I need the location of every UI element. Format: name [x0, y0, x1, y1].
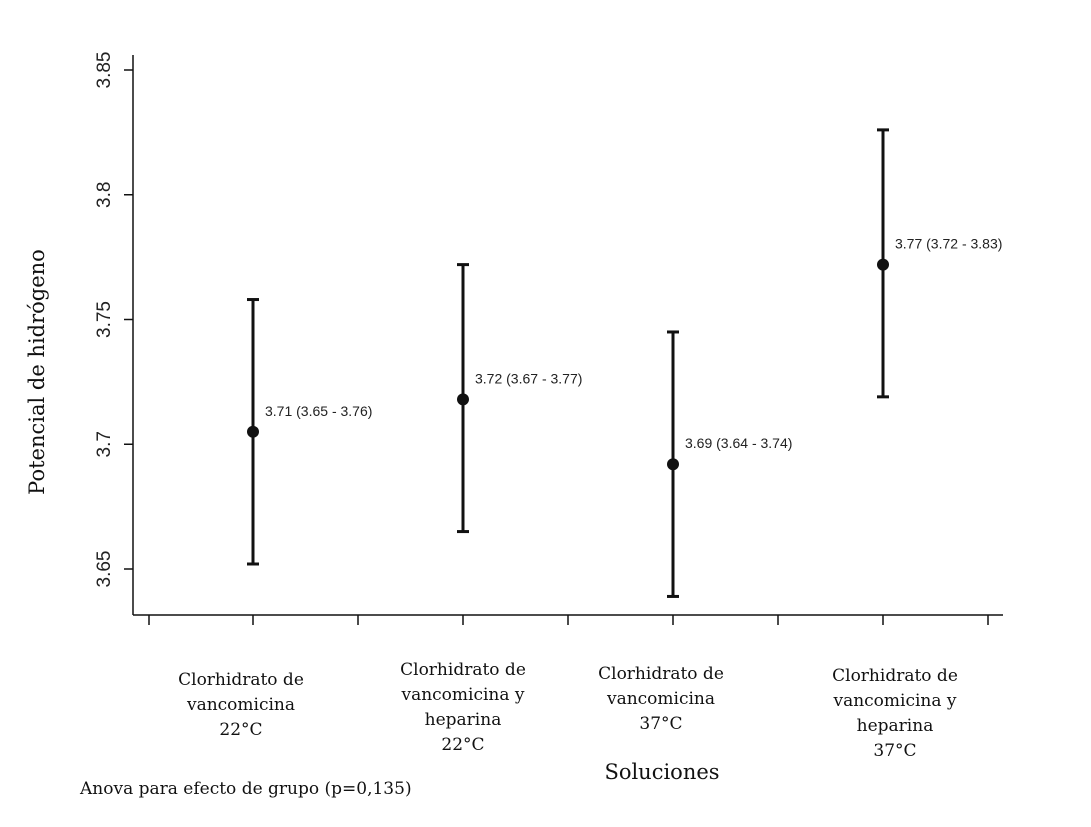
x-ticks: [148, 615, 989, 625]
x-axis-title: Soluciones: [604, 760, 719, 784]
category-label: Clorhidrato de vancomicina y heparina 37°C: [832, 666, 958, 761]
data-label: 3.72 (3.67 - 3.77): [475, 370, 582, 386]
y-tick-label: 3.7: [94, 431, 115, 457]
y-tick-label: 3.8: [94, 182, 115, 208]
error-bar-group: 3.71 (3.65 - 3.76): [247, 298, 372, 566]
y-axis-title: Potencial de hidrógeno: [25, 249, 49, 495]
data-marks: 3.71 (3.65 - 3.76) 3.72 (3.67 - 3.77) 3.69…: [247, 128, 1002, 598]
error-bar-group: 3.72 (3.67 - 3.77): [457, 263, 582, 534]
category-label: Clorhidrato de vancomicina 37°C: [598, 664, 724, 734]
data-label: 3.71 (3.65 - 3.76): [265, 403, 372, 419]
error-bar-group: 3.69 (3.64 - 3.74): [667, 330, 792, 598]
data-point: [877, 258, 889, 271]
data-label: 3.77 (3.72 - 3.83): [895, 236, 1002, 252]
data-point: [457, 393, 469, 406]
data-point: [667, 458, 679, 471]
data-point: [247, 425, 259, 438]
y-ticks: 3.65 3.7 3.75 3.8 3.85: [94, 52, 133, 588]
y-tick-label: 3.75: [94, 301, 115, 338]
y-tick-label: 3.65: [94, 551, 115, 588]
data-label: 3.69 (3.64 - 3.74): [685, 435, 792, 451]
category-labels: Clorhidrato de vancomicina 22°C Clorhidrato…: [178, 660, 958, 761]
category-label: Clorhidrato de vancomicina 22°C: [178, 670, 304, 740]
axes: [132, 55, 1003, 616]
error-bar-group: 3.77 (3.72 - 3.83): [877, 128, 1002, 399]
y-tick-label: 3.85: [94, 52, 115, 89]
footnote: Anova para efecto de grupo (p=0,135): [79, 779, 412, 799]
category-label: Clorhidrato de vancomicina y heparina 22°C: [400, 660, 526, 755]
